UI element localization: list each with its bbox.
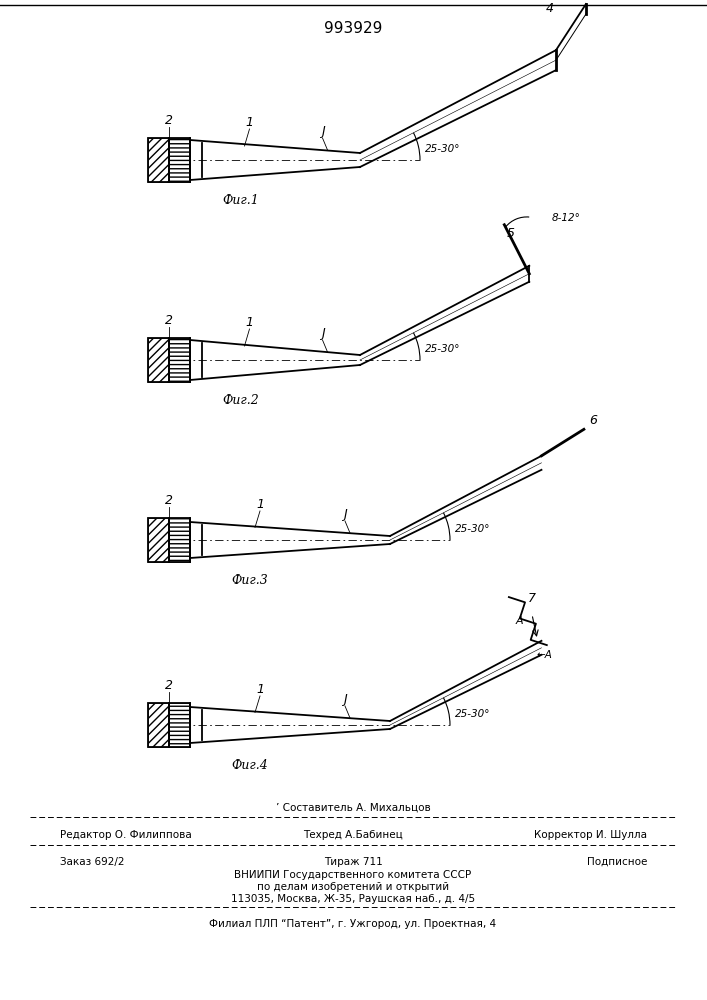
Text: по делам изобретений и открытий: по делам изобретений и открытий [257, 882, 449, 892]
Text: 5: 5 [507, 227, 515, 240]
Text: J: J [343, 693, 347, 706]
Text: 25-30°: 25-30° [455, 524, 491, 534]
Text: Филиал ПЛП “Патент”, г. Ужгород, ул. Проектная, 4: Филиал ПЛП “Патент”, г. Ужгород, ул. Про… [209, 919, 496, 929]
Bar [169, 138, 190, 182]
Text: J: J [343, 508, 347, 521]
Text: ВНИИПИ Государственного комитета СССР: ВНИИПИ Государственного комитета СССР [235, 870, 472, 880]
Bar [169, 138, 190, 182]
Text: 2: 2 [165, 679, 173, 692]
Bar [148, 338, 169, 382]
Bar [169, 338, 190, 382]
Bar [169, 703, 190, 747]
Bar [148, 138, 169, 182]
Bar [148, 703, 169, 747]
Text: 25-30°: 25-30° [425, 344, 460, 354]
Text: Фиг.3: Фиг.3 [232, 574, 269, 587]
Text: Редактор О. Филиппова: Редактор О. Филиппова [60, 830, 192, 840]
Text: Фиг.1: Фиг.1 [223, 194, 259, 207]
Text: ←A: ←A [537, 650, 552, 660]
Bar [169, 338, 190, 382]
Text: 7: 7 [527, 592, 535, 605]
Text: Фиг.2: Фиг.2 [223, 394, 259, 407]
Text: Корректор И. Шулла: Корректор И. Шулла [534, 830, 647, 840]
Text: 1: 1 [245, 316, 254, 329]
Text: A: A [515, 616, 523, 626]
Bar [169, 518, 190, 562]
Text: 1: 1 [245, 116, 254, 129]
Text: 2: 2 [165, 314, 173, 327]
Text: ’ Составитель А. Михальцов: ’ Составитель А. Михальцов [276, 803, 431, 813]
Text: 25-30°: 25-30° [455, 709, 491, 719]
Text: 113035, Москва, Ж-35, Раушская наб., д. 4/5: 113035, Москва, Ж-35, Раушская наб., д. … [231, 894, 475, 904]
Text: 25-30°: 25-30° [425, 144, 460, 154]
Text: 2: 2 [165, 494, 173, 507]
Bar [169, 518, 190, 562]
Text: 1: 1 [256, 683, 264, 696]
Bar [148, 138, 169, 182]
Text: Подписное: Подписное [587, 857, 647, 867]
Text: Фиг.4: Фиг.4 [232, 759, 269, 772]
Text: Техред А.Бабинец: Техред А.Бабинец [303, 830, 403, 840]
Bar [148, 703, 169, 747]
Text: J: J [321, 327, 325, 340]
Text: J: J [321, 125, 325, 138]
Bar [169, 703, 190, 747]
Text: 4: 4 [546, 2, 554, 15]
Bar [148, 518, 169, 562]
Text: 6: 6 [589, 414, 597, 427]
Bar [148, 518, 169, 562]
Text: 8-12°: 8-12° [551, 213, 580, 223]
Text: 1: 1 [256, 498, 264, 511]
Text: Заказ 692/2: Заказ 692/2 [60, 857, 124, 867]
Text: Тираж 711: Тираж 711 [324, 857, 382, 867]
Text: 2: 2 [165, 114, 173, 127]
Bar [148, 338, 169, 382]
Text: 993929: 993929 [324, 21, 382, 36]
